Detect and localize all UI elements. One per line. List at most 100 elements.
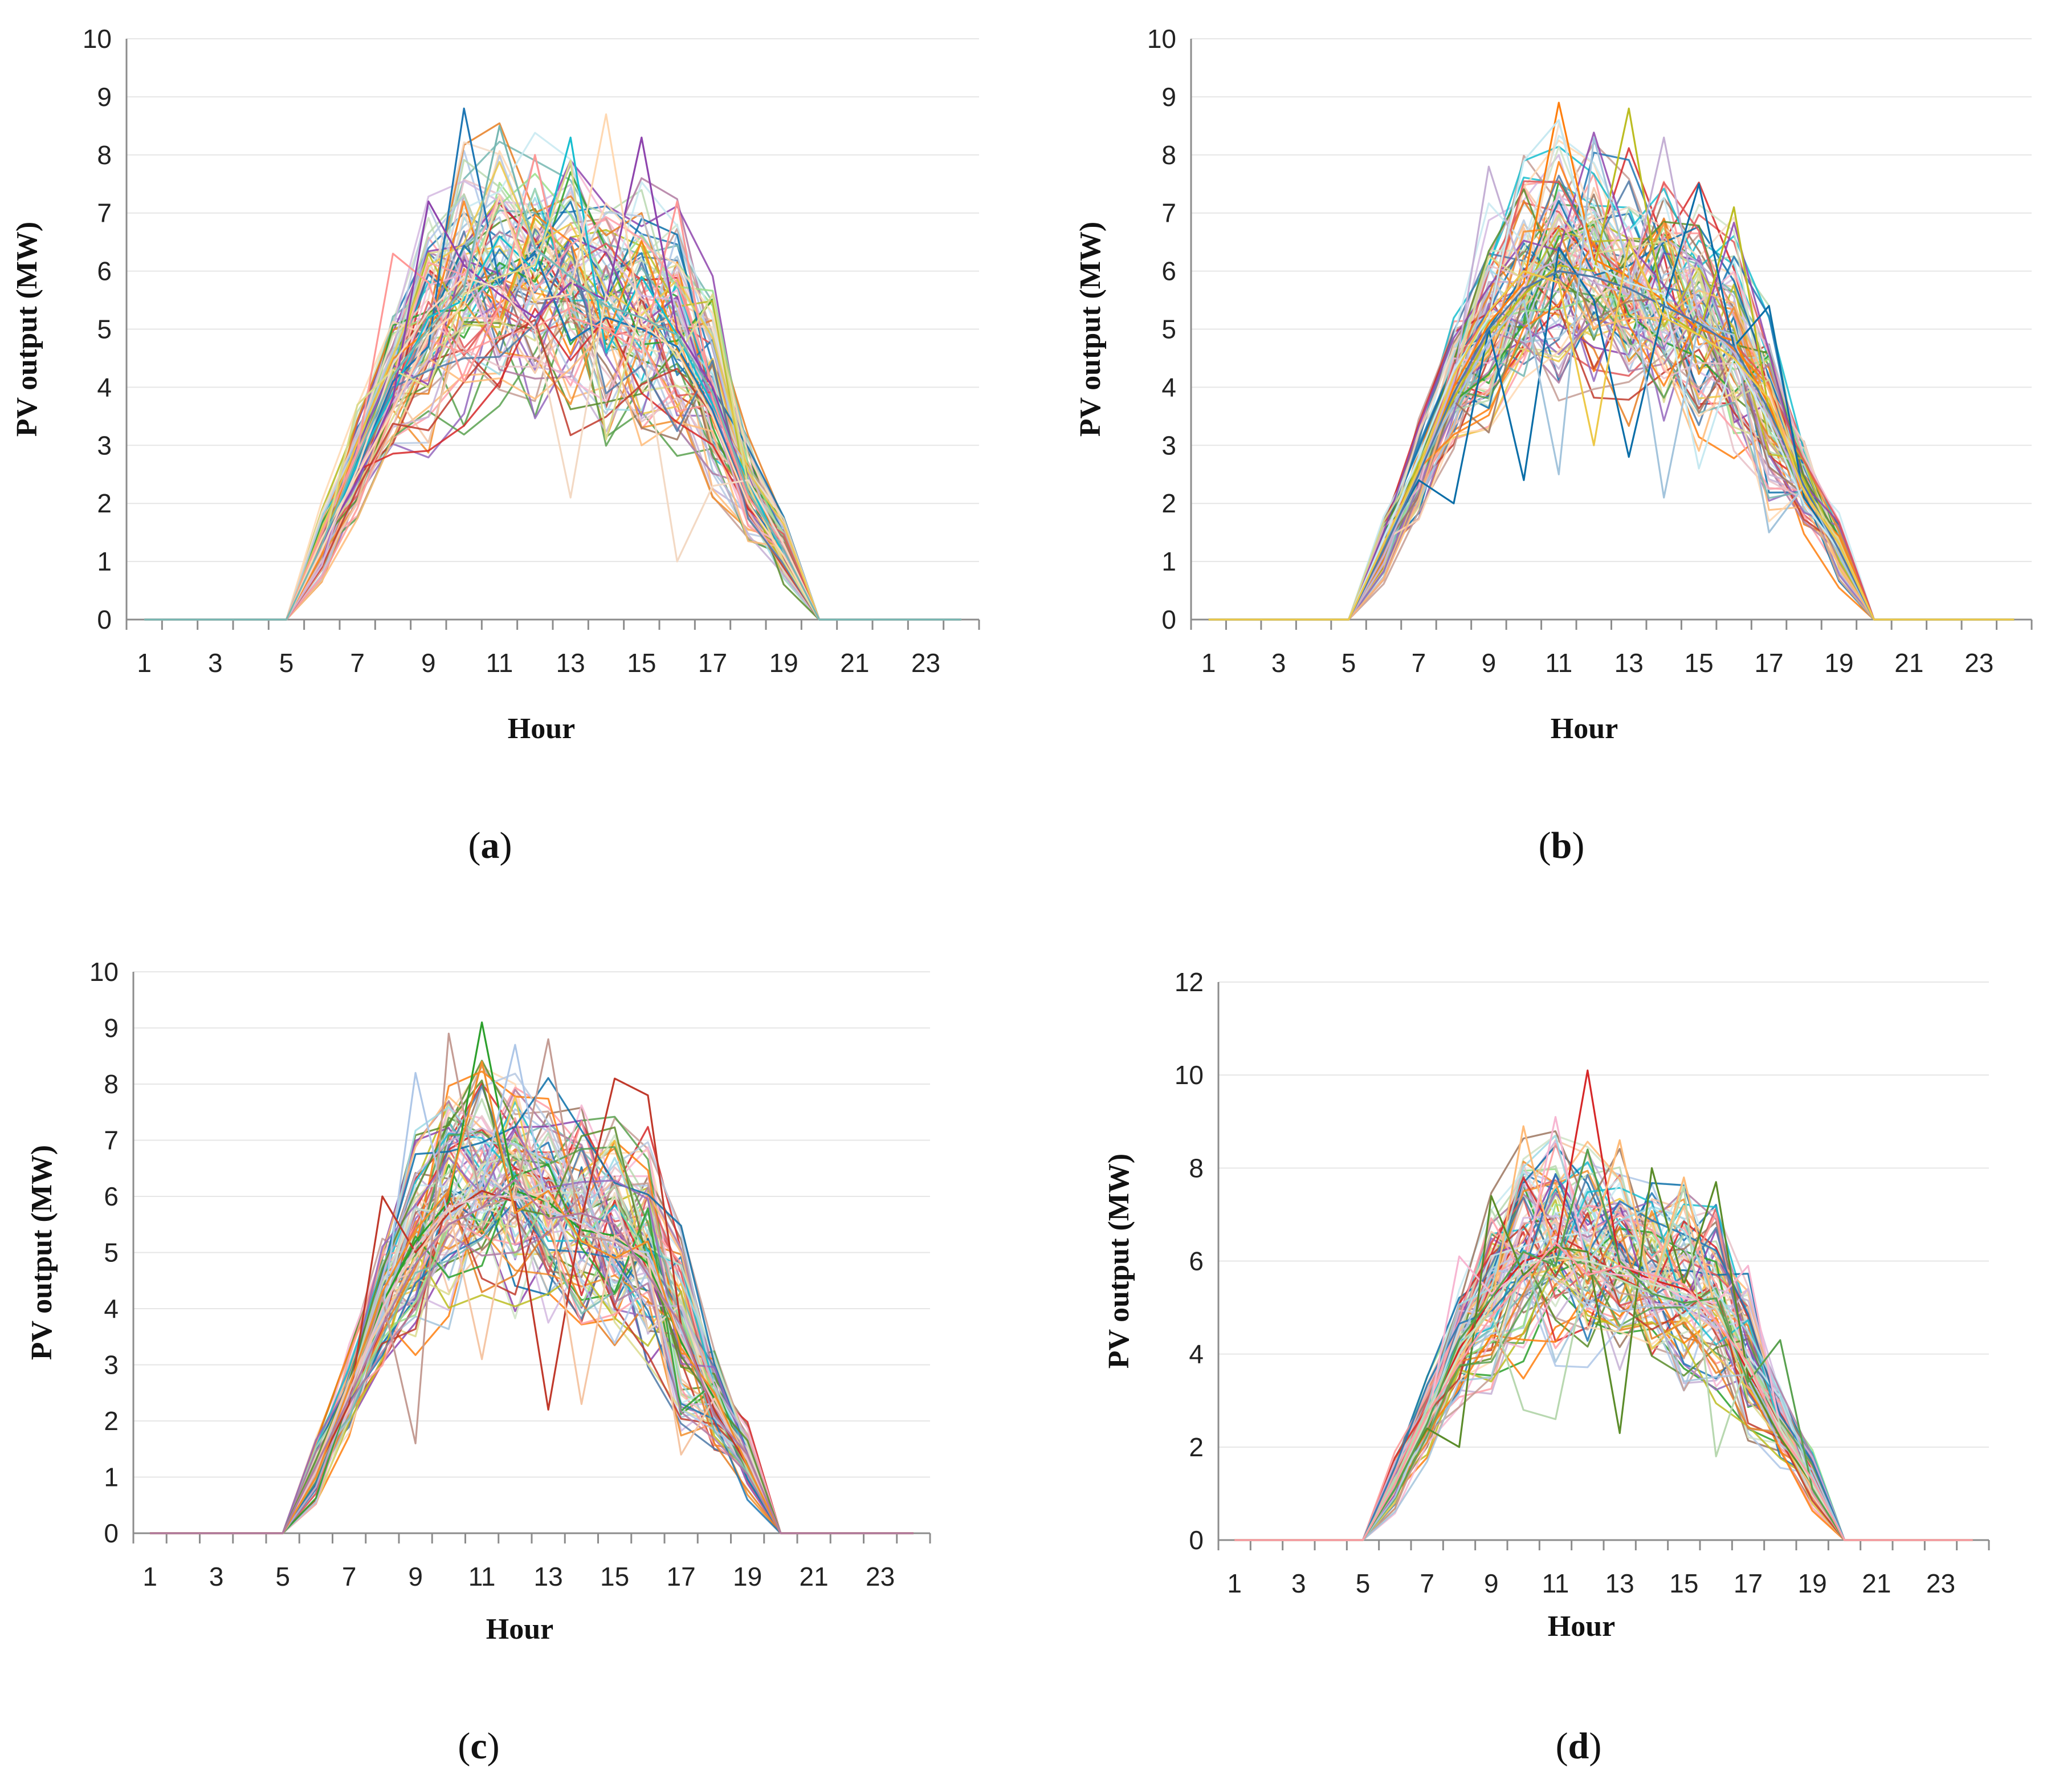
x-tick-label: 11 <box>1545 648 1572 678</box>
series-line <box>150 1217 914 1534</box>
series-line <box>1234 1254 1973 1541</box>
series-line <box>144 125 961 621</box>
series-line <box>1208 241 2015 621</box>
series-line <box>1208 107 2015 621</box>
x-tick-label: 9 <box>421 648 436 678</box>
series-line <box>1234 1197 1973 1541</box>
x-tick-label: 5 <box>1356 1569 1371 1598</box>
y-tick-label: 3 <box>104 1350 119 1380</box>
series-line <box>150 1121 914 1534</box>
x-tick-label: 21 <box>800 1562 829 1591</box>
series-line <box>150 1152 914 1534</box>
x-tick-label: 17 <box>1734 1569 1763 1598</box>
y-tick-label: 1 <box>97 547 112 576</box>
series-lines <box>144 107 961 621</box>
series-line <box>1208 119 2015 621</box>
x-tick-label: 13 <box>534 1562 563 1591</box>
x-tick-label: 15 <box>600 1562 629 1591</box>
y-tick-label: 1 <box>104 1463 119 1492</box>
series-line <box>1234 1186 1973 1541</box>
y-tick-label: 5 <box>104 1238 119 1268</box>
series-line <box>144 268 961 621</box>
y-tick-label: 7 <box>104 1126 119 1155</box>
x-tick-label: 1 <box>1201 648 1216 678</box>
series-line <box>150 1096 914 1534</box>
x-tick-label: 13 <box>1605 1569 1634 1598</box>
series-line <box>150 1229 914 1534</box>
x-tick-label: 19 <box>769 648 798 678</box>
series-line <box>144 257 961 621</box>
x-tick-label: 1 <box>137 648 152 678</box>
series-lines <box>150 1021 914 1534</box>
y-tick-label: 4 <box>97 372 112 402</box>
y-tick-label: 6 <box>104 1182 119 1211</box>
x-tick-label: 23 <box>866 1562 895 1591</box>
x-tick-label: 1 <box>1227 1569 1242 1598</box>
series-line <box>1234 1198 1973 1541</box>
x-tick-label: 11 <box>486 648 513 678</box>
x-tick-label: 7 <box>1412 648 1426 678</box>
y-tick-label: 8 <box>104 1069 119 1099</box>
y-tick-label: 5 <box>1161 315 1176 344</box>
x-tick-label: 7 <box>342 1562 357 1591</box>
series-line <box>144 307 961 621</box>
y-tick-label: 8 <box>1161 140 1176 170</box>
y-tick-label: 0 <box>97 605 112 634</box>
y-axis-title: PV output (MW) <box>1103 1154 1135 1369</box>
x-tick-label: 5 <box>275 1562 290 1591</box>
y-tick-label: 8 <box>97 140 112 170</box>
series-line <box>1208 247 2015 621</box>
y-tick-label: 5 <box>97 315 112 344</box>
panel-label: (d) <box>1556 1725 1602 1767</box>
x-tick-label: 13 <box>556 648 585 678</box>
y-tick-label: 0 <box>104 1518 119 1548</box>
series-line <box>150 1189 914 1534</box>
y-tick-label: 10 <box>1175 1060 1204 1090</box>
x-tick-label: 17 <box>1754 648 1783 678</box>
x-tick-label: 15 <box>1669 1569 1698 1598</box>
y-tick-label: 9 <box>1161 82 1176 112</box>
y-tick-label: 3 <box>97 430 112 460</box>
series-line <box>1234 1160 1973 1541</box>
series-line <box>1234 1174 1973 1541</box>
x-tick-label: 17 <box>698 648 727 678</box>
series-line <box>1234 1259 1973 1541</box>
y-tick-label: 10 <box>89 957 119 987</box>
x-tick-label: 23 <box>1926 1569 1955 1598</box>
x-tick-label: 3 <box>209 1562 224 1591</box>
x-axis-title: Hour <box>1548 1610 1615 1643</box>
x-tick-label: 17 <box>667 1562 696 1591</box>
y-tick-label: 9 <box>97 82 112 112</box>
x-tick-label: 3 <box>1291 1569 1306 1598</box>
y-tick-label: 6 <box>97 256 112 286</box>
series-line <box>1234 1270 1973 1541</box>
series-line <box>150 1175 914 1534</box>
y-tick-label: 4 <box>104 1294 119 1323</box>
x-tick-label: 9 <box>1482 648 1497 678</box>
series-line <box>150 1220 914 1534</box>
y-tick-label: 0 <box>1161 605 1176 634</box>
series-line <box>144 267 961 621</box>
y-tick-label: 2 <box>104 1406 119 1436</box>
series-line <box>150 1077 914 1534</box>
x-tick-label: 19 <box>1824 648 1853 678</box>
y-tick-label: 7 <box>1161 198 1176 228</box>
y-tick-label: 7 <box>97 198 112 228</box>
y-tick-label: 6 <box>1161 256 1176 286</box>
y-tick-label: 2 <box>1161 488 1176 518</box>
y-tick-label: 2 <box>1189 1432 1204 1462</box>
series-line <box>1234 1286 1973 1541</box>
y-tick-label: 1 <box>1161 547 1176 576</box>
x-tick-label: 19 <box>733 1562 762 1591</box>
y-axis-title: PV output (MW) <box>26 1145 58 1360</box>
series-line <box>1234 1173 1973 1541</box>
series-line <box>1208 308 2015 621</box>
y-tick-label: 9 <box>104 1013 119 1043</box>
y-tick-label: 3 <box>1161 430 1176 460</box>
x-axis-title: Hour <box>508 712 575 745</box>
x-tick-label: 5 <box>279 648 294 678</box>
panel-label: (a) <box>468 825 512 866</box>
